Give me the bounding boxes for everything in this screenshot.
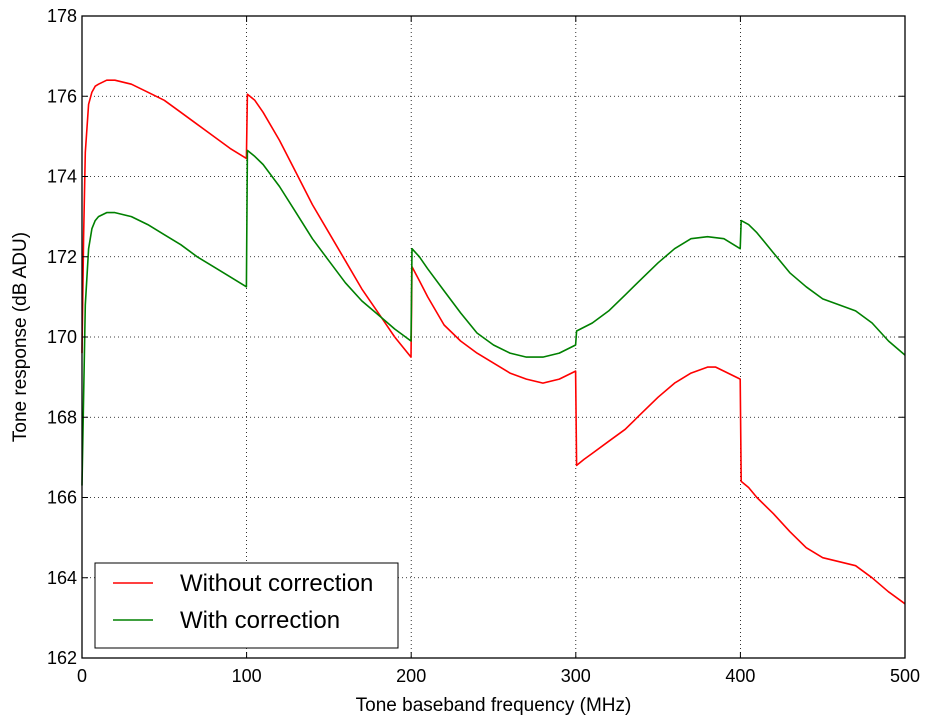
x-tick-label: 300 bbox=[561, 666, 591, 686]
legend: Without correction With correction bbox=[94, 562, 399, 649]
y-axis-label: Tone response (dB ADU) bbox=[10, 232, 31, 442]
x-tick-label: 500 bbox=[890, 666, 920, 686]
y-tick-label: 162 bbox=[47, 648, 77, 668]
legend-frame bbox=[94, 562, 399, 649]
y-tick-label: 174 bbox=[47, 167, 77, 187]
x-tick-label: 400 bbox=[725, 666, 755, 686]
y-tick-label: 168 bbox=[47, 407, 77, 427]
plot-background bbox=[82, 16, 905, 658]
y-tick-label: 164 bbox=[47, 568, 77, 588]
y-tick-label: 176 bbox=[47, 86, 77, 106]
y-tick-label: 178 bbox=[47, 6, 77, 26]
x-tick-label: 0 bbox=[77, 666, 87, 686]
legend-label-without-correction: Without correction bbox=[180, 570, 373, 597]
y-tick-label: 170 bbox=[47, 327, 77, 347]
x-tick-label: 100 bbox=[232, 666, 262, 686]
legend-label-with-correction: With correction bbox=[180, 607, 340, 634]
series-lines bbox=[81, 79, 906, 605]
x-axis-label: Tone baseband frequency (MHz) bbox=[356, 695, 632, 716]
series-line-without-correction bbox=[81, 79, 906, 605]
x-tick-label: 200 bbox=[396, 666, 426, 686]
series-line-with-correction bbox=[81, 149, 906, 486]
y-tick-label: 172 bbox=[47, 247, 77, 267]
y-tick-label: 166 bbox=[47, 488, 77, 508]
axis-ticks: 0 100 200 300 400 500 162 164 166 168 170 172 174 176… bbox=[47, 6, 920, 686]
